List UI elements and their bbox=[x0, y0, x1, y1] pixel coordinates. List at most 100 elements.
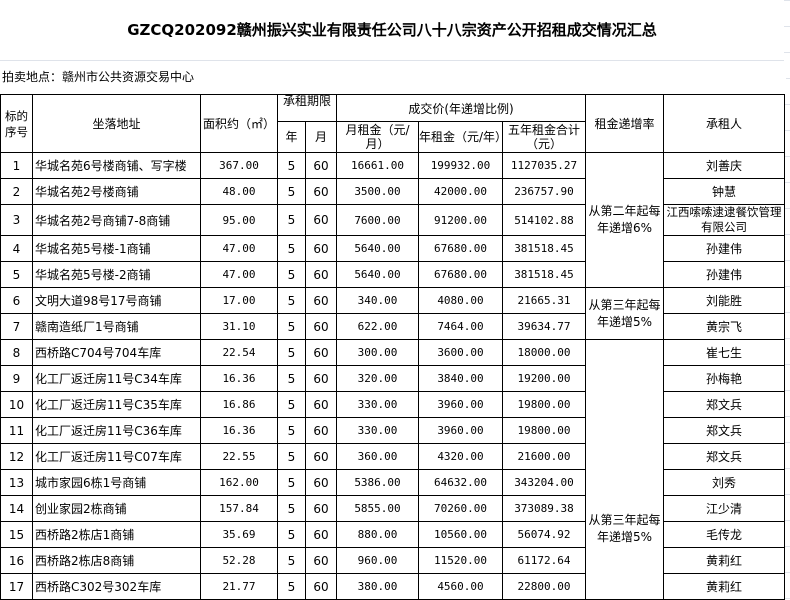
cell-address[interactable]: 西桥路2栋店8商铺 bbox=[32, 547, 201, 574]
cell-yearly[interactable]: 3840.00 bbox=[418, 365, 503, 392]
cell-address[interactable]: 化工厂返迁房11号C34车库 bbox=[32, 365, 201, 392]
cell-area[interactable]: 47.00 bbox=[200, 261, 278, 288]
cell-year[interactable]: 5 bbox=[277, 443, 306, 470]
cell-address[interactable]: 西桥路C704号704车库 bbox=[32, 339, 201, 366]
cell-tenant[interactable]: 刘善庆 bbox=[663, 152, 785, 179]
cell-area[interactable]: 162.00 bbox=[200, 469, 278, 496]
cell-monthly[interactable]: 300.00 bbox=[336, 339, 419, 366]
cell-monthly[interactable]: 320.00 bbox=[336, 365, 419, 392]
cell-yearly[interactable]: 67680.00 bbox=[418, 235, 503, 262]
cell-seq[interactable]: 8 bbox=[0, 339, 33, 366]
cell-year[interactable]: 5 bbox=[277, 261, 306, 288]
cell-yearly[interactable]: 10560.00 bbox=[418, 521, 503, 548]
cell-area[interactable]: 31.10 bbox=[200, 313, 278, 340]
cell-year[interactable]: 5 bbox=[277, 204, 306, 236]
cell-area[interactable]: 157.84 bbox=[200, 495, 278, 522]
cell-rate[interactable]: 从第三年起每年递增5% bbox=[585, 287, 664, 340]
cell-monthly[interactable]: 5855.00 bbox=[336, 495, 419, 522]
cell-five-year[interactable]: 18000.00 bbox=[502, 339, 586, 366]
cell-tenant[interactable]: 孙建伟 bbox=[663, 235, 785, 262]
cell-seq[interactable]: 12 bbox=[0, 443, 33, 470]
cell-five-year[interactable]: 236757.90 bbox=[502, 178, 586, 205]
cell-seq[interactable]: 17 bbox=[0, 573, 33, 600]
cell-address[interactable]: 创业家园2栋商铺 bbox=[32, 495, 201, 522]
cell-yearly[interactable]: 67680.00 bbox=[418, 261, 503, 288]
cell-yearly[interactable]: 199932.00 bbox=[418, 152, 503, 179]
cell-rate[interactable]: 从第三年起每年递增5% bbox=[585, 339, 664, 600]
cell-year[interactable]: 5 bbox=[277, 521, 306, 548]
cell-year[interactable]: 5 bbox=[277, 469, 306, 496]
cell-address[interactable]: 文明大道98号17号商铺 bbox=[32, 287, 201, 314]
cell-year[interactable]: 5 bbox=[277, 313, 306, 340]
cell-seq[interactable]: 6 bbox=[0, 287, 33, 314]
cell-address[interactable]: 城市家园6栋1号商铺 bbox=[32, 469, 201, 496]
cell-yearly[interactable]: 4080.00 bbox=[418, 287, 503, 314]
cell-five-year[interactable]: 56074.92 bbox=[502, 521, 586, 548]
cell-address[interactable]: 华城名苑6号楼商铺、写字楼 bbox=[32, 152, 201, 179]
cell-tenant[interactable]: 刘秀 bbox=[663, 469, 785, 496]
cell-area[interactable]: 16.36 bbox=[200, 365, 278, 392]
cell-yearly[interactable]: 3600.00 bbox=[418, 339, 503, 366]
cell-five-year[interactable]: 514102.88 bbox=[502, 204, 586, 236]
cell-address[interactable]: 化工厂返迁房11号C36车库 bbox=[32, 417, 201, 444]
cell-seq[interactable]: 2 bbox=[0, 178, 33, 205]
cell-yearly[interactable]: 4320.00 bbox=[418, 443, 503, 470]
cell-month[interactable]: 60 bbox=[305, 287, 337, 314]
cell-five-year[interactable]: 19200.00 bbox=[502, 365, 586, 392]
cell-area[interactable]: 47.00 bbox=[200, 235, 278, 262]
cell-yearly[interactable]: 70260.00 bbox=[418, 495, 503, 522]
cell-year[interactable]: 5 bbox=[277, 178, 306, 205]
cell-month[interactable]: 60 bbox=[305, 547, 337, 574]
cell-month[interactable]: 60 bbox=[305, 235, 337, 262]
cell-tenant[interactable]: 黄宗飞 bbox=[663, 313, 785, 340]
cell-tenant[interactable]: 郑文兵 bbox=[663, 391, 785, 418]
cell-address[interactable]: 华城名苑5号楼-2商铺 bbox=[32, 261, 201, 288]
cell-five-year[interactable]: 39634.77 bbox=[502, 313, 586, 340]
cell-year[interactable]: 5 bbox=[277, 339, 306, 366]
cell-seq[interactable]: 9 bbox=[0, 365, 33, 392]
cell-month[interactable]: 60 bbox=[305, 339, 337, 366]
cell-seq[interactable]: 14 bbox=[0, 495, 33, 522]
cell-monthly[interactable]: 622.00 bbox=[336, 313, 419, 340]
cell-five-year[interactable]: 22800.00 bbox=[502, 573, 586, 600]
cell-five-year[interactable]: 373089.38 bbox=[502, 495, 586, 522]
cell-address[interactable]: 西桥路2栋店1商铺 bbox=[32, 521, 201, 548]
cell-monthly[interactable]: 5640.00 bbox=[336, 261, 419, 288]
cell-tenant[interactable]: 黄莉红 bbox=[663, 573, 785, 600]
cell-five-year[interactable]: 61172.64 bbox=[502, 547, 586, 574]
cell-year[interactable]: 5 bbox=[277, 547, 306, 574]
cell-month[interactable]: 60 bbox=[305, 313, 337, 340]
cell-seq[interactable]: 7 bbox=[0, 313, 33, 340]
cell-rate[interactable]: 从第二年起每年递增6% bbox=[585, 152, 664, 288]
cell-seq[interactable]: 3 bbox=[0, 204, 33, 236]
cell-year[interactable]: 5 bbox=[277, 235, 306, 262]
cell-tenant[interactable]: 郑文兵 bbox=[663, 443, 785, 470]
cell-area[interactable]: 21.77 bbox=[200, 573, 278, 600]
cell-area[interactable]: 16.36 bbox=[200, 417, 278, 444]
cell-monthly[interactable]: 5386.00 bbox=[336, 469, 419, 496]
cell-area[interactable]: 22.55 bbox=[200, 443, 278, 470]
cell-area[interactable]: 52.28 bbox=[200, 547, 278, 574]
cell-tenant[interactable]: 刘能胜 bbox=[663, 287, 785, 314]
cell-yearly[interactable]: 4560.00 bbox=[418, 573, 503, 600]
cell-seq[interactable]: 4 bbox=[0, 235, 33, 262]
cell-yearly[interactable]: 91200.00 bbox=[418, 204, 503, 236]
cell-year[interactable]: 5 bbox=[277, 495, 306, 522]
cell-month[interactable]: 60 bbox=[305, 152, 337, 179]
cell-monthly[interactable]: 960.00 bbox=[336, 547, 419, 574]
cell-area[interactable]: 48.00 bbox=[200, 178, 278, 205]
cell-monthly[interactable]: 340.00 bbox=[336, 287, 419, 314]
cell-tenant[interactable]: 黄莉红 bbox=[663, 547, 785, 574]
cell-monthly[interactable]: 330.00 bbox=[336, 417, 419, 444]
cell-yearly[interactable]: 3960.00 bbox=[418, 417, 503, 444]
cell-year[interactable]: 5 bbox=[277, 152, 306, 179]
cell-yearly[interactable]: 3960.00 bbox=[418, 391, 503, 418]
cell-five-year[interactable]: 381518.45 bbox=[502, 235, 586, 262]
cell-area[interactable]: 22.54 bbox=[200, 339, 278, 366]
cell-area[interactable]: 35.69 bbox=[200, 521, 278, 548]
cell-month[interactable]: 60 bbox=[305, 391, 337, 418]
cell-yearly[interactable]: 64632.00 bbox=[418, 469, 503, 496]
cell-tenant[interactable]: 江西嗦嗦逮逮餐饮管理有限公司 bbox=[663, 204, 785, 236]
cell-month[interactable]: 60 bbox=[305, 365, 337, 392]
cell-five-year[interactable]: 21665.31 bbox=[502, 287, 586, 314]
